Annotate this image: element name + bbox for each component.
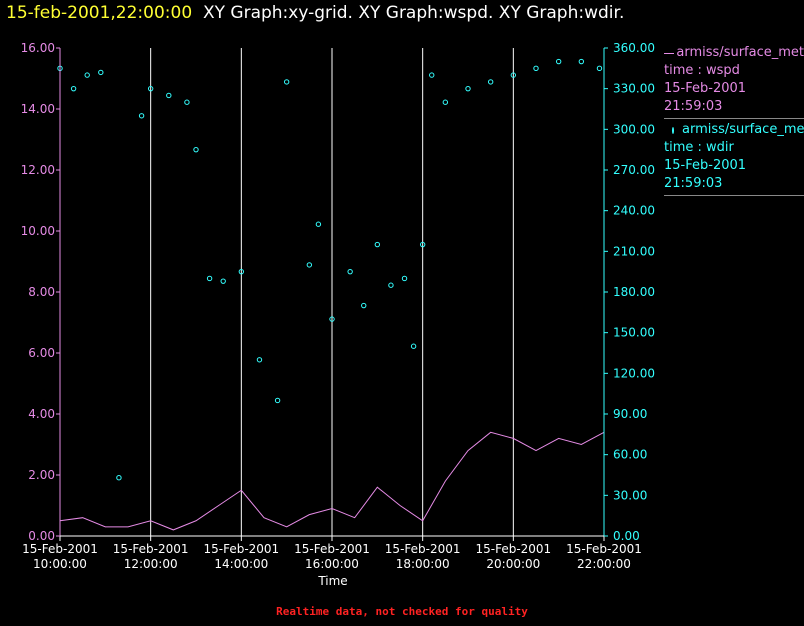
y-left-tick-label: 14.00 <box>21 102 55 116</box>
grid-lines <box>150 48 514 536</box>
wdir-point <box>419 241 426 248</box>
legend-wspd-date: 15-Feb-2001 <box>664 81 747 96</box>
wdir-point <box>555 58 562 65</box>
x-tick-date: 15-Feb-2001 <box>22 542 98 556</box>
y-left-tick-label: 12.00 <box>21 163 55 177</box>
wdir-point <box>138 113 145 119</box>
legend-wdir-var: time : wdir <box>664 140 734 155</box>
y-right-tick-label: 120.00 <box>613 366 655 380</box>
wdir-point <box>306 262 313 268</box>
wdir-point <box>361 302 367 309</box>
y-right-tick-label: 240.00 <box>613 204 655 218</box>
wdir-point <box>116 475 122 481</box>
quality-notice: Realtime data, not checked for quality <box>276 605 528 618</box>
wdir-point <box>315 221 322 227</box>
legend-wspd: armiss/surface_met time : wspd 15-Feb-20… <box>664 44 804 119</box>
y-left-tick-label: 8.00 <box>28 285 55 299</box>
wdir-point <box>401 275 408 282</box>
x-tick-time: 10:00:00 <box>33 557 87 571</box>
wdir-point <box>184 99 190 105</box>
legend-wspd-var: time : wspd <box>664 63 740 78</box>
y-left-tick-label: 4.00 <box>28 407 55 421</box>
x-tick-time: 14:00:00 <box>214 557 268 571</box>
wdir-point <box>206 275 213 282</box>
wdir-point <box>374 241 381 248</box>
wdir-point <box>487 79 494 85</box>
x-tick-date: 15-Feb-2001 <box>113 542 189 556</box>
wdir-point <box>193 146 199 153</box>
window-title: 15-feb-2001,22:00:00 XY Graph:xy-grid. X… <box>6 3 624 23</box>
x-tick-date: 15-Feb-2001 <box>294 542 370 556</box>
x-tick-date: 15-Feb-2001 <box>203 542 279 556</box>
legend-wspd-time: 21:59:03 <box>664 99 723 114</box>
y-left-tick-label: 6.00 <box>28 346 55 360</box>
legend-wdir-date: 15-Feb-2001 <box>664 158 747 173</box>
y-right-tick-label: 150.00 <box>613 326 655 340</box>
y-right-tick-label: 60.00 <box>613 448 647 462</box>
title-date: 15-feb-2001,22:00:00 <box>6 3 193 23</box>
title-graph-list: XY Graph:xy-grid. XY Graph:wspd. XY Grap… <box>202 3 625 23</box>
y-left-tick-label: 2.00 <box>28 468 55 482</box>
y-right-tick-label: 330.00 <box>613 82 655 96</box>
wdir-point <box>147 85 154 92</box>
chart-axes: 15-Feb-200110:00:0015-Feb-200112:00:0015… <box>21 41 655 588</box>
wdir-point <box>238 268 245 275</box>
x-tick-time: 20:00:00 <box>486 557 540 571</box>
y-left-tick-label: 0.00 <box>28 529 55 543</box>
y-right-tick-label: 270.00 <box>613 163 655 177</box>
x-tick-date: 15-Feb-2001 <box>566 542 642 556</box>
x-tick-time: 16:00:00 <box>305 557 359 571</box>
wdir-point <box>410 343 417 349</box>
wspd-line <box>59 431 605 531</box>
wdir-point <box>166 92 172 99</box>
legend-wdir-time: 21:59:03 <box>664 176 723 191</box>
wdir-point <box>347 268 353 275</box>
wdir-point <box>510 72 517 78</box>
y-right-tick-label: 30.00 <box>613 488 647 502</box>
wdir-point <box>329 316 335 322</box>
legend-wdir-name: armiss/surface_met <box>682 122 804 137</box>
x-tick-date: 15-Feb-2001 <box>385 542 461 556</box>
wdir-point <box>84 72 90 78</box>
y-right-tick-label: 360.00 <box>613 41 655 55</box>
legend: armiss/surface_met time : wspd 15-Feb-20… <box>664 44 804 198</box>
wdir-point <box>596 65 603 72</box>
x-axis-label: Time <box>317 574 347 588</box>
y-right-tick-label: 180.00 <box>613 285 655 299</box>
wdir-point <box>98 69 104 76</box>
x-tick-time: 12:00:00 <box>124 557 178 571</box>
wdir-point <box>283 79 290 85</box>
wdir-point <box>274 397 281 404</box>
dot-swatch-icon <box>672 126 674 134</box>
y-right-tick-label: 300.00 <box>613 122 655 136</box>
wdir-point <box>578 58 585 65</box>
x-tick-date: 15-Feb-2001 <box>475 542 551 556</box>
wdir-point <box>256 357 263 363</box>
y-right-tick-label: 210.00 <box>613 244 655 258</box>
wdir-point <box>70 85 77 92</box>
y-right-tick-label: 90.00 <box>613 407 647 421</box>
wdir-point <box>465 85 471 92</box>
y-left-tick-label: 10.00 <box>21 224 55 238</box>
wspd-series <box>59 431 605 531</box>
y-right-tick-label: 0.00 <box>613 529 640 543</box>
wdir-series <box>57 58 603 481</box>
legend-wdir: armiss/surface_met time : wdir 15-Feb-20… <box>664 121 804 196</box>
x-tick-time: 18:00:00 <box>396 557 450 571</box>
wdir-point <box>388 282 394 288</box>
y-left-tick-label: 16.00 <box>21 41 55 55</box>
wdir-point <box>442 99 449 105</box>
xy-chart: 15-Feb-200110:00:0015-Feb-200112:00:0015… <box>21 41 655 588</box>
wdir-point <box>220 278 226 284</box>
x-tick-time: 22:00:00 <box>577 557 631 571</box>
wdir-point <box>533 65 539 72</box>
wdir-point <box>429 72 435 78</box>
legend-wspd-name: armiss/surface_met <box>676 45 804 60</box>
line-swatch-icon <box>664 52 675 54</box>
